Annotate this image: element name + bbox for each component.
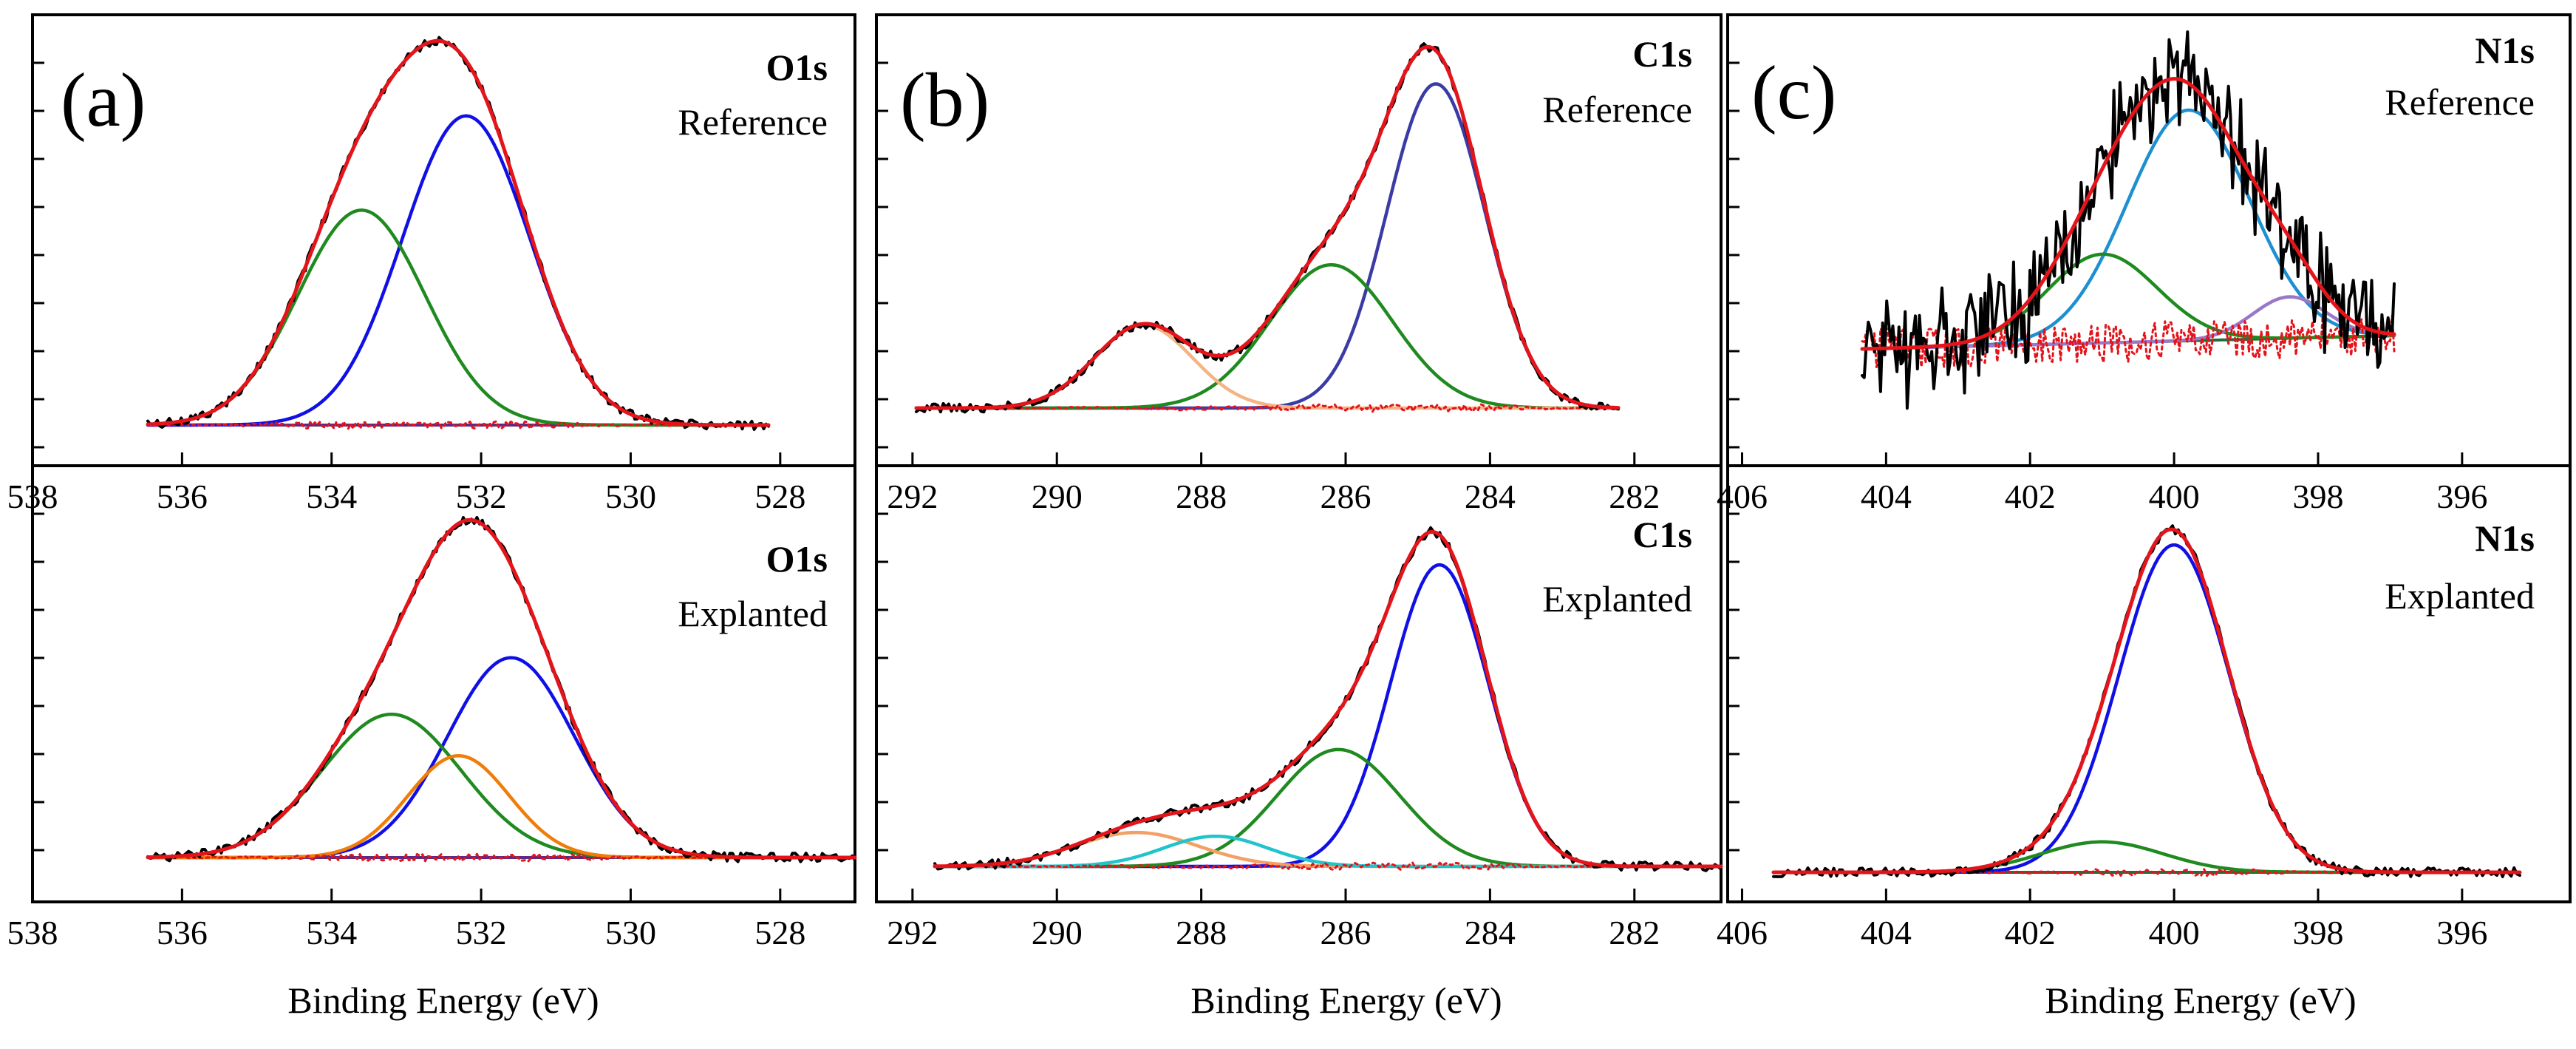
panel-a-top-envelope-fit (146, 38, 771, 427)
x-tick-label: 292 (887, 914, 938, 951)
x-tick-label: 396 (2436, 914, 2487, 951)
x-tick-label: 534 (306, 914, 357, 951)
panel-a-x-axis-label: Binding Energy (eV) (287, 980, 599, 1021)
x-tick-label: 396 (2436, 478, 2487, 515)
panel-a-bottom-component-peak-1 (146, 656, 857, 860)
panel-b-bottom-element-label: C1s (1632, 514, 1692, 555)
panel-b-top-component-peak-2 (914, 262, 1621, 410)
x-tick-label: 284 (1465, 478, 1516, 515)
panel-b-middle-x-axis: 292 290 288 286 284 282 (887, 452, 1660, 515)
panel-a-bottom-component-peak-3 (146, 754, 857, 860)
panel-a-top-residual (146, 420, 770, 430)
panel-b-bottom-component-peak-2 (933, 747, 1723, 869)
panel-a-top-component-peak-1 (146, 114, 771, 427)
x-tick-label: 530 (605, 478, 656, 515)
panel-b-bottom-envelope-fit (933, 530, 1723, 869)
x-tick-label: 532 (456, 914, 507, 951)
x-tick-label: 406 (1717, 478, 1768, 515)
panel-c-top-sample-label: Reference (2385, 81, 2535, 123)
x-tick-label: 532 (456, 478, 507, 515)
panel-c-letter: (c) (1751, 50, 1836, 135)
panel-a-bottom-plot (146, 515, 857, 863)
panel-c-bottom-sample-label: Explanted (2385, 575, 2535, 617)
x-tick-label: 398 (2292, 478, 2343, 515)
panel-c-x-axis-label: Binding Energy (eV) (2045, 980, 2356, 1021)
panel-c-bottom-envelope-fit (1771, 527, 2522, 875)
panel-a-letter: (a) (61, 58, 146, 143)
x-tick-label: 534 (306, 478, 357, 515)
panel-b-x-axis-label: Binding Energy (eV) (1190, 980, 1502, 1021)
panel-c-top-plot (1860, 30, 2396, 410)
panel-c-top-element-label: N1s (2475, 30, 2535, 71)
x-tick-label: 292 (887, 478, 938, 515)
panel-c-top-envelope-fit (1860, 77, 2396, 351)
panel-a-bottom-element-label: O1s (766, 538, 828, 580)
panel-c-bottom-element-label: N1s (2475, 517, 2535, 559)
x-tick-label: 284 (1465, 914, 1516, 951)
panel-a-top-sample-label: Reference (678, 101, 828, 143)
panel-b-bottom-residual (933, 861, 1723, 871)
panel-b-letter: (b) (900, 58, 989, 143)
x-tick-label: 282 (1609, 478, 1660, 515)
x-tick-label: 536 (157, 478, 208, 515)
panel-c-middle-x-axis: 406 404 402 400 398 396 (1717, 452, 2487, 515)
x-tick-label: 406 (1717, 914, 1768, 951)
x-tick-label: 286 (1321, 914, 1372, 951)
x-tick-label: 402 (2005, 478, 2056, 515)
panel-c-frame (1726, 13, 2572, 903)
panel-c-bottom-x-axis: 406 404 402 400 398 396 (1717, 889, 2487, 951)
panel-a-middle-x-axis: 538 536 534 532 530 528 (7, 452, 805, 515)
x-tick-label: 538 (7, 478, 58, 515)
panel-c-top-measured-spectrum (1861, 30, 2396, 410)
panel-a-bottom-sample-label: Explanted (678, 593, 828, 634)
panel-a-bottom-measured-spectrum (146, 515, 856, 863)
panel-a-top-plot (146, 35, 771, 431)
x-tick-label: 288 (1176, 914, 1227, 951)
panel-a-top-element-label: O1s (766, 47, 828, 88)
panel-a-bottom-envelope-fit (146, 517, 857, 860)
x-tick-label: 286 (1321, 478, 1372, 515)
panel-a-frame (31, 13, 856, 903)
panel-b-top-residual (915, 403, 1620, 413)
panel-a-o1s: (a) O1s Reference O1s Explanted 538 536 53… (7, 13, 857, 1021)
panel-b-top-element-label: C1s (1632, 33, 1692, 75)
x-tick-label: 288 (1176, 478, 1227, 515)
panel-b-top-envelope-fit (914, 44, 1621, 410)
x-tick-label: 402 (2005, 914, 2056, 951)
panel-b-bottom-plot (933, 526, 1723, 872)
panel-b-bottom-sample-label: Explanted (1542, 578, 1692, 619)
x-tick-label: 290 (1032, 478, 1083, 515)
x-tick-label: 528 (754, 478, 805, 515)
x-tick-label: 404 (1861, 914, 1912, 951)
x-tick-label: 282 (1609, 914, 1660, 951)
panel-a-top-measured-spectrum (146, 35, 770, 431)
panel-b-frame (875, 13, 1723, 903)
panel-b-top-measured-spectrum (915, 42, 1620, 414)
x-tick-label: 290 (1032, 914, 1083, 951)
panel-a-bottom-x-axis: 538 536 534 532 530 528 (7, 889, 805, 951)
panel-b-top-component-peak-3 (914, 323, 1621, 410)
x-tick-label: 536 (157, 914, 208, 951)
x-tick-label: 530 (605, 914, 656, 951)
x-tick-label: 538 (7, 914, 58, 951)
panel-c-bottom-plot (1771, 524, 2522, 878)
panel-b-top-sample-label: Reference (1542, 89, 1692, 130)
panel-b-top-plot (914, 42, 1621, 414)
x-tick-label: 400 (2149, 914, 2200, 951)
x-tick-label: 404 (1861, 478, 1912, 515)
panel-c-n1s: (c) N1s Reference N1s Explanted 406 404 40… (1717, 13, 2572, 1021)
x-tick-label: 398 (2292, 914, 2343, 951)
x-tick-label: 528 (754, 914, 805, 951)
panel-b-top-component-peak-1 (914, 82, 1621, 410)
x-tick-label: 400 (2149, 478, 2200, 515)
panel-b-bottom-x-axis: 292 290 288 286 284 282 (887, 889, 1660, 951)
panel-b-c1s: (b) C1s Reference C1s Explanted 292 290 28… (875, 13, 1723, 1021)
